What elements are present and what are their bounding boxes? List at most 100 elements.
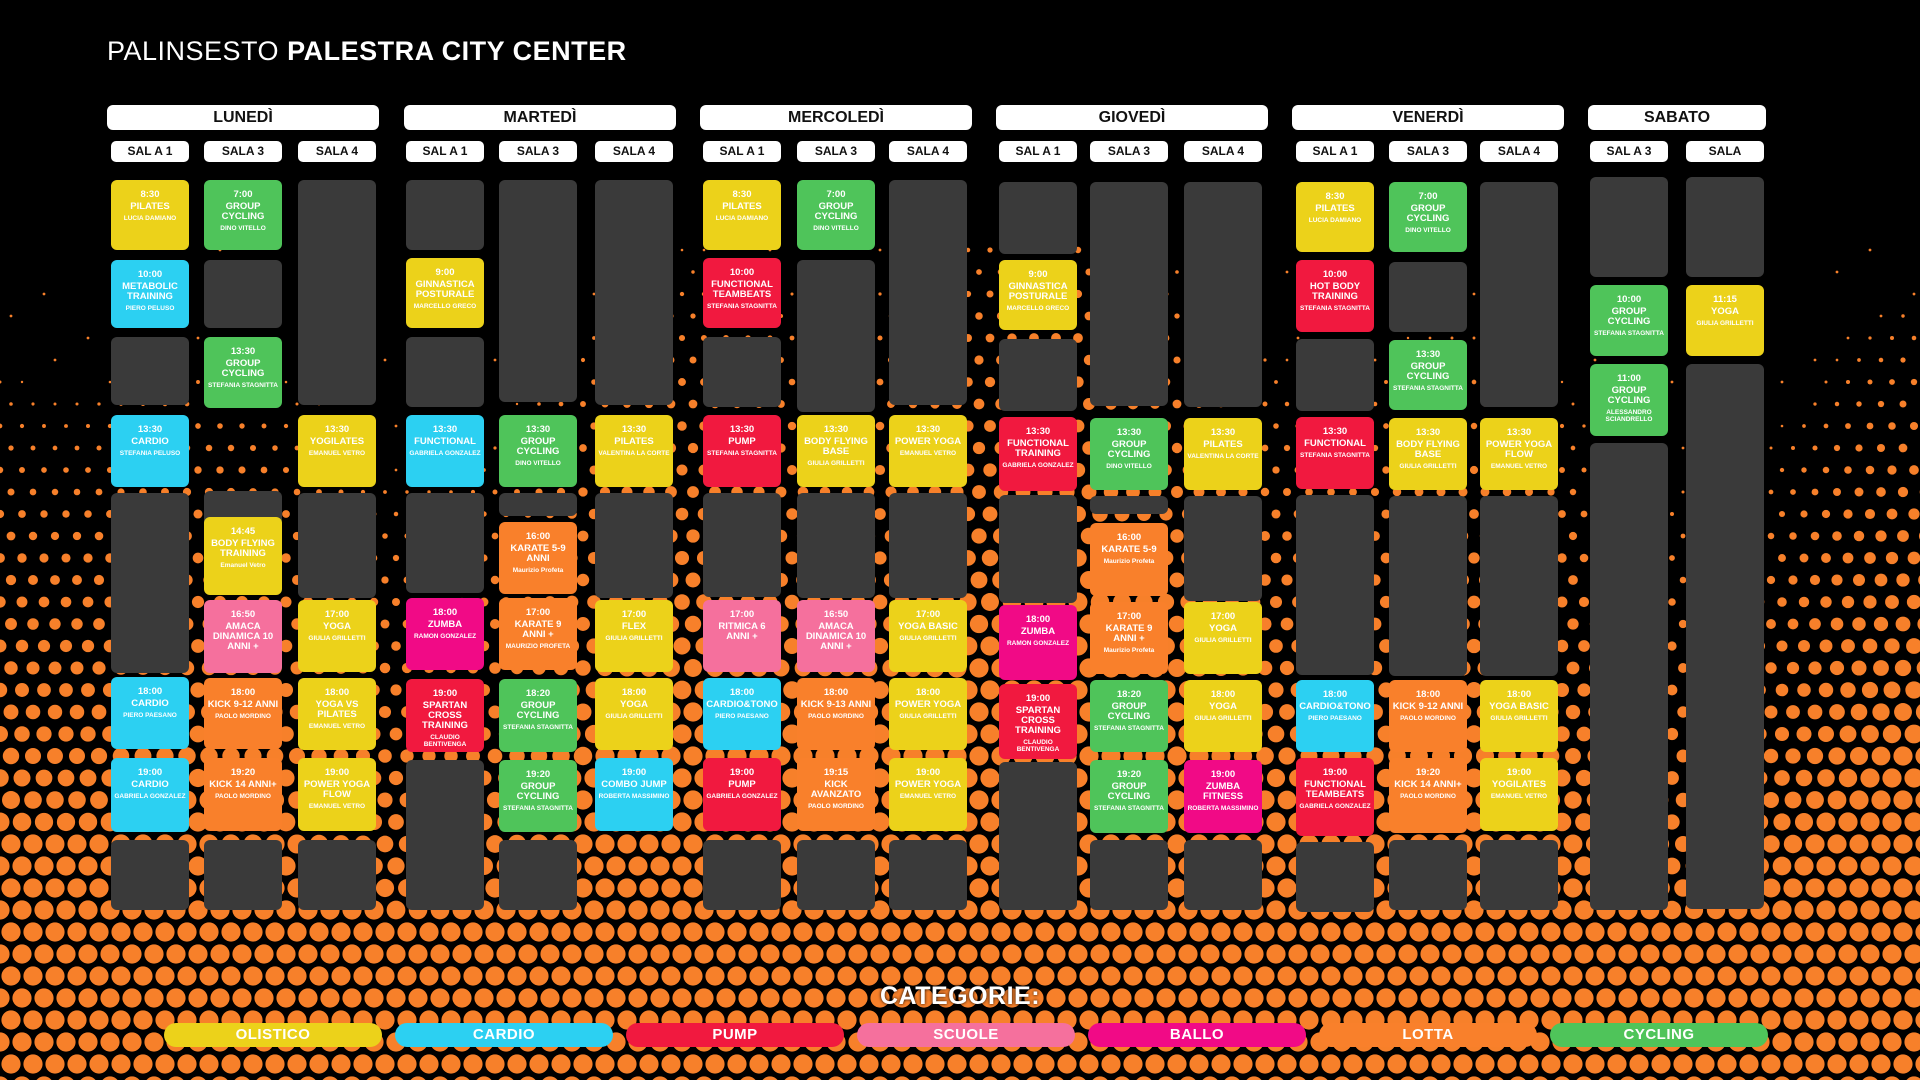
class-instructor: LUCIA DAMIANO [123, 215, 177, 222]
class-slot-kick-avanzato[interactable]: 19:15 KICK AVANZATO PAOLO MORDINO [797, 758, 875, 831]
class-name: FUNCTIONAL [1304, 438, 1366, 449]
class-slot-power-yoga-flow[interactable]: 19:00 POWER YOGA FLOW EMANUEL VETRO [298, 758, 376, 831]
class-time: 13:30 [324, 424, 350, 435]
empty-slot [1389, 840, 1467, 910]
class-slot-functional-training[interactable]: 13:30 FUNCTIONAL TRAINING GABRIELA GONZALE… [999, 417, 1077, 491]
class-slot-yogilates[interactable]: 19:00 YOGILATES EMANUEL VETRO [1480, 758, 1558, 831]
class-slot-metabolic-training[interactable]: 10:00 METABOLIC TRAINING PIERO PELUSO [111, 260, 189, 328]
class-slot-cardio-tono[interactable]: 18:00 CARDIO&TONO PIERO PAESANO [703, 678, 781, 750]
class-instructor: PAOLO MORDINO [1400, 793, 1456, 800]
class-slot-pump[interactable]: 13:30 PUMP STEFANIA STAGNITTA [703, 415, 781, 487]
class-slot-functional[interactable]: 13:30 FUNCTIONAL STEFANIA STAGNITTA [1296, 417, 1374, 489]
class-slot-zumba-fitness[interactable]: 19:00 ZUMBA FITNESS ROBERTA MASSIMINO [1184, 760, 1262, 833]
class-slot-group-cycling[interactable]: 18:20 GROUP CYCLING STEFANIA STAGNITTA [499, 679, 577, 752]
class-slot-yogilates[interactable]: 13:30 YOGILATES EMANUEL VETRO [298, 415, 376, 487]
class-slot-combo-jump[interactable]: 19:00 COMBO JUMP ROBERTA MASSIMINO [595, 758, 673, 831]
class-slot-karate-5-9-anni[interactable]: 16:00 KARATE 5-9 ANNI Maurizio Profeta [499, 522, 577, 594]
class-slot-group-cycling[interactable]: 7:00 GROUP CYCLING DINO VITELLO [204, 180, 282, 250]
class-instructor: STEFANIA STAGNITTA [1300, 305, 1370, 312]
class-slot-yoga[interactable]: 18:00 YOGA GIULIA GRILLETTI [595, 678, 673, 750]
class-slot-kick-9-13-anni[interactable]: 18:00 KICK 9-13 ANNI PAOLO MORDINO [797, 678, 875, 750]
class-slot-karate-5-9[interactable]: 16:00 KARATE 5-9 Maurizio Profeta [1090, 523, 1168, 596]
class-slot-power-yoga[interactable]: 13:30 POWER YOGA EMANUEL VETRO [889, 415, 967, 487]
class-name: CARDIO [131, 436, 169, 447]
class-slot-body-flying-base[interactable]: 13:30 BODY FLYING BASE GIULIA GRILLETTI [1389, 418, 1467, 490]
class-slot-yoga-vs-pilates[interactable]: 18:00 YOGA VS PILATES EMANUEL VETRO [298, 678, 376, 750]
class-name: POWER YOGA [894, 436, 962, 447]
class-slot-yoga[interactable]: 18:00 YOGA GIULIA GRILLETTI [1184, 680, 1262, 752]
class-slot-cardio-tono[interactable]: 18:00 CARDIO&TONO PIERO PAESANO [1296, 680, 1374, 752]
class-slot-functional-teambeats[interactable]: 19:00 FUNCTIONAL TEAMBEATS GABRIELA GONZAL… [1296, 758, 1374, 836]
class-instructor: STEFANIA PELUSO [119, 450, 181, 457]
class-slot-yoga-basic[interactable]: 17:00 YOGA BASIC GIULIA GRILLETTI [889, 600, 967, 672]
class-slot-karate-9-anni[interactable]: 17:00 KARATE 9 ANNI + MAURIZIO PROFETA [499, 598, 577, 670]
class-slot-yoga[interactable]: 11:15 YOGA GIULIA GRILLETTI [1686, 285, 1764, 356]
class-slot-kick-9-12-anni[interactable]: 18:00 KICK 9-12 ANNI PAOLO MORDINO [1389, 680, 1467, 752]
class-slot-yoga-basic[interactable]: 18:00 YOGA BASIC GIULIA GRILLETTI [1480, 680, 1558, 752]
class-name: GINNASTICA POSTURALE [415, 279, 475, 300]
class-slot-group-cycling[interactable]: 13:30 GROUP CYCLING STEFANIA STAGNITTA [1389, 340, 1467, 410]
class-slot-group-cycling[interactable]: 13:30 GROUP CYCLING STEFANIA STAGNITTA [204, 337, 282, 408]
class-slot-pump[interactable]: 19:00 PUMP GABRIELA GONZALEZ [703, 758, 781, 831]
class-slot-group-cycling[interactable]: 10:00 GROUP CYCLING STEFANIA STAGNITTA [1590, 285, 1668, 356]
class-slot-group-cycling[interactable]: 18:20 GROUP CYCLING STEFANIA STAGNITTA [1090, 680, 1168, 752]
class-slot-spartan-cross-training[interactable]: 19:00 SPARTAN CROSS TRAINING CLAUDIO BENTI… [999, 684, 1077, 759]
class-instructor: EMANUEL VETRO [899, 793, 957, 800]
class-slot-group-cycling[interactable]: 7:00 GROUP CYCLING DINO VITELLO [1389, 182, 1467, 252]
class-slot-body-flying-training[interactable]: 14:45 BODY FLYING TRAINING Emanuel Vetro [204, 517, 282, 595]
class-slot-cardio[interactable]: 13:30 CARDIO STEFANIA PELUSO [111, 415, 189, 487]
class-slot-cardio[interactable]: 18:00 CARDIO PIERO PAESANO [111, 677, 189, 749]
class-slot-flex[interactable]: 17:00 FLEX GIULIA GRILLETTI [595, 600, 673, 672]
class-slot-yoga[interactable]: 17:00 YOGA GIULIA GRILLETTI [298, 600, 376, 672]
class-instructor: STEFANIA STAGNITTA [503, 724, 573, 731]
empty-slot [499, 180, 577, 402]
class-time: 18:00 [621, 687, 647, 698]
class-slot-power-yoga[interactable]: 18:00 POWER YOGA GIULIA GRILLETTI [889, 678, 967, 750]
class-slot-zumba[interactable]: 18:00 ZUMBA RAMON GONZALEZ [406, 598, 484, 670]
class-slot-power-yoga[interactable]: 19:00 POWER YOGA EMANUEL VETRO [889, 758, 967, 831]
class-slot-group-cycling[interactable]: 13:30 GROUP CYCLING DINO VITELLO [1090, 418, 1168, 490]
class-name: POWER YOGA [894, 779, 962, 790]
class-slot-kick-14-anni[interactable]: 19:20 KICK 14 ANNI+ PAOLO MORDINO [1389, 758, 1467, 833]
class-slot-kick-14-anni[interactable]: 19:20 KICK 14 ANNI+ PAOLO MORDINO [204, 758, 282, 831]
class-slot-ritmica-6-anni[interactable]: 17:00 RITMICA 6 ANNI + [703, 600, 781, 672]
class-slot-group-cycling[interactable]: 11:00 GROUP CYCLING ALESSANDRO SCIANDRELLO [1590, 364, 1668, 436]
class-slot-ginnastica-posturale[interactable]: 9:00 GINNASTICA POSTURALE MARCELLO GRECO [999, 260, 1077, 330]
class-slot-power-yoga-flow[interactable]: 13:30 POWER YOGA FLOW EMANUEL VETRO [1480, 418, 1558, 490]
class-name: KARATE 9 ANNI + [1105, 623, 1153, 644]
category-pump: PUMP [626, 1023, 844, 1047]
empty-slot [204, 260, 282, 328]
class-slot-functional-teambeats[interactable]: 10:00 FUNCTIONAL TEAMBEATS STEFANIA STAGNI… [703, 258, 781, 328]
class-slot-amaca-dinamica-10-anni[interactable]: 16:50 AMACA DINAMICA 10 ANNI + [204, 600, 282, 673]
class-slot-group-cycling[interactable]: 7:00 GROUP CYCLING DINO VITELLO [797, 180, 875, 250]
class-slot-amaca-dinamica-10-anni[interactable]: 16:50 AMACA DINAMICA 10 ANNI + [797, 600, 875, 672]
class-slot-group-cycling[interactable]: 19:20 GROUP CYCLING STEFANIA STAGNITTA [499, 760, 577, 832]
class-slot-group-cycling[interactable]: 13:30 GROUP CYCLING DINO VITELLO [499, 415, 577, 487]
class-instructor: VALENTINA LA CORTE [598, 450, 670, 457]
class-slot-body-flying-base[interactable]: 13:30 BODY FLYING BASE GIULIA GRILLETTI [797, 415, 875, 487]
class-slot-karate-9-anni[interactable]: 17:00 KARATE 9 ANNI + Maurizio Profeta [1090, 602, 1168, 674]
class-slot-ginnastica-posturale[interactable]: 9:00 GINNASTICA POSTURALE MARCELLO GRECO [406, 258, 484, 328]
class-slot-group-cycling[interactable]: 19:20 GROUP CYCLING STEFANIA STAGNITTA [1090, 760, 1168, 833]
class-slot-zumba[interactable]: 18:00 ZUMBA RAMON GONZALEZ [999, 605, 1077, 680]
class-slot-pilates[interactable]: 8:30 PILATES LUCIA DAMIANO [111, 180, 189, 250]
class-instructor: DINO VITELLO [220, 225, 266, 232]
class-instructor: STEFANIA STAGNITTA [1594, 330, 1664, 337]
empty-slot [595, 180, 673, 405]
class-name: GROUP CYCLING [814, 201, 858, 222]
class-name: ZUMBA [427, 619, 463, 630]
class-time: 9:00 [435, 267, 455, 278]
class-slot-pilates[interactable]: 13:30 PILATES VALENTINA LA CORTE [1184, 418, 1262, 490]
class-slot-pilates[interactable]: 8:30 PILATES LUCIA DAMIANO [703, 180, 781, 250]
class-name: YOGA BASIC [898, 621, 958, 632]
class-slot-hot-body-training[interactable]: 10:00 HOT BODY TRAINING STEFANIA STAGNITTA [1296, 260, 1374, 332]
class-slot-pilates[interactable]: 13:30 PILATES VALENTINA LA CORTE [595, 415, 673, 487]
class-slot-yoga[interactable]: 17:00 YOGA GIULIA GRILLETTI [1184, 602, 1262, 674]
class-name: KICK AVANZATO [810, 779, 862, 800]
class-slot-functional[interactable]: 13:30 FUNCTIONAL GABRIELA GONZALEZ [406, 415, 484, 487]
class-slot-pilates[interactable]: 8:30 PILATES LUCIA DAMIANO [1296, 182, 1374, 252]
room-header: SALA 3 [204, 141, 282, 162]
class-slot-kick-9-12-anni[interactable]: 18:00 KICK 9-12 ANNI PAOLO MORDINO [204, 678, 282, 749]
class-slot-spartan-cross-training[interactable]: 19:00 SPARTAN CROSS TRAINING CLAUDIO BENTI… [406, 679, 484, 752]
class-slot-cardio[interactable]: 19:00 CARDIO GABRIELA GONZALEZ [111, 758, 189, 832]
